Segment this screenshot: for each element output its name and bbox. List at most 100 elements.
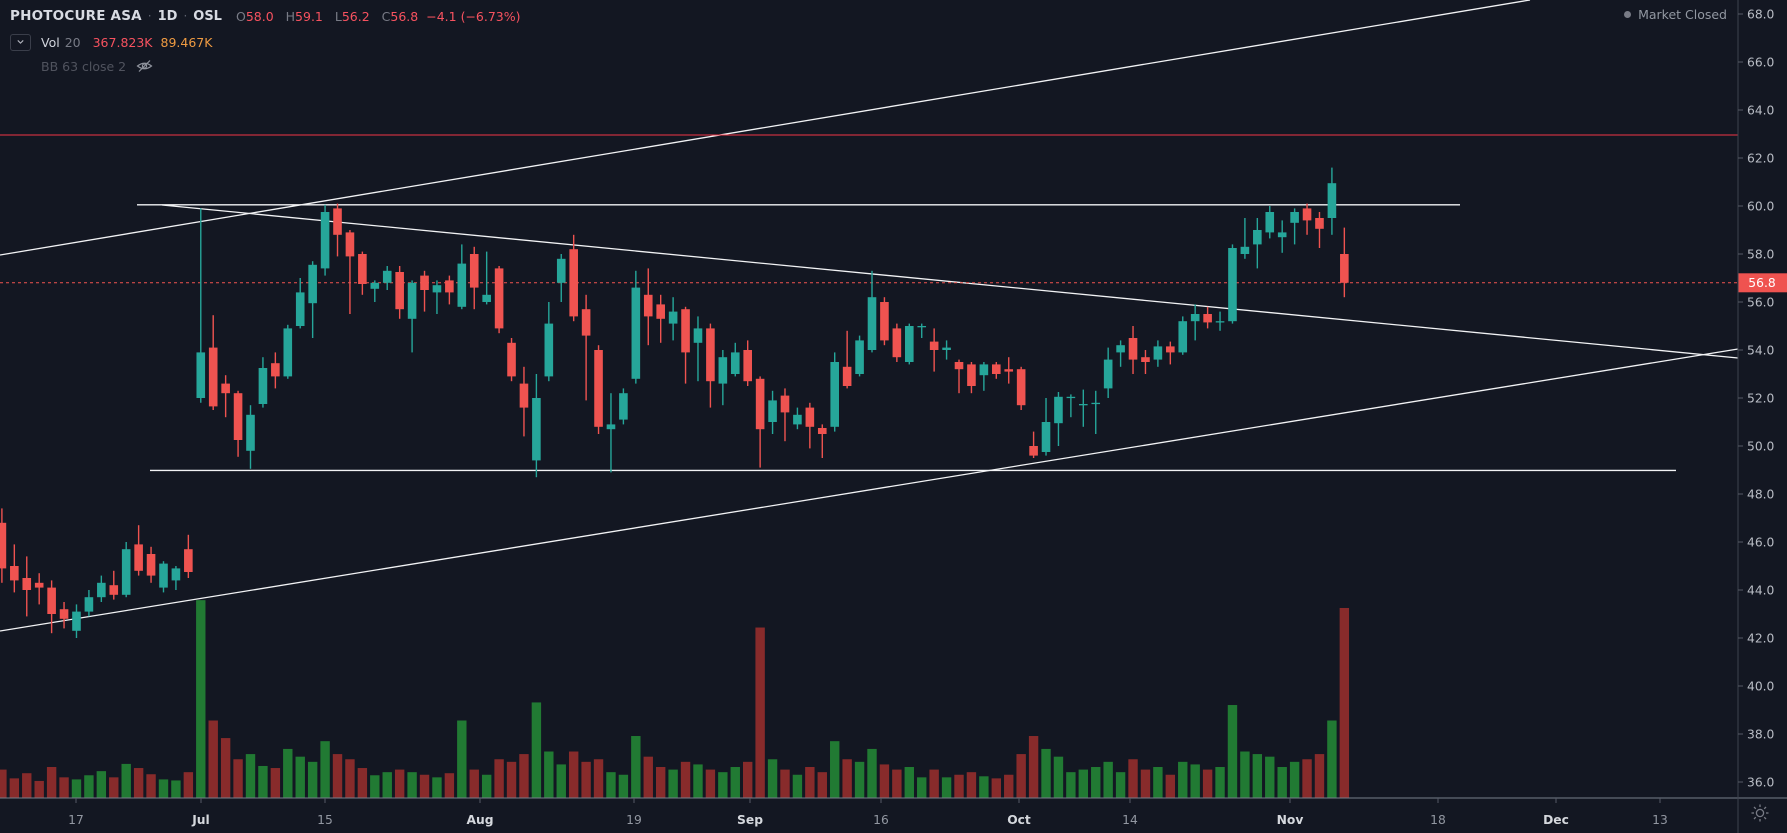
- symbol-name[interactable]: PHOTOCURE ASA: [10, 8, 142, 24]
- volume-bar: [332, 754, 343, 798]
- price-axis-label[interactable]: 62.0: [1747, 151, 1774, 165]
- low-key: L: [334, 8, 342, 24]
- time-axis-label[interactable]: 19: [626, 813, 642, 827]
- eye-hidden-icon[interactable]: [136, 59, 153, 73]
- volume-bar: [270, 768, 281, 798]
- volume-bar: [183, 772, 194, 798]
- volume-bar: [581, 761, 591, 798]
- time-axis-label[interactable]: 17: [68, 813, 84, 827]
- theme-sun-icon[interactable]: [1743, 801, 1777, 828]
- volume-indicator-row: Vol 20 367.823K 89.467K: [10, 30, 521, 54]
- price-axis-label[interactable]: 54.0: [1747, 343, 1774, 357]
- candle: [1240, 246, 1250, 254]
- volume-bar: [1066, 772, 1076, 798]
- time-axis-label[interactable]: Nov: [1277, 813, 1304, 827]
- volume-bar: [233, 759, 243, 798]
- candle: [1004, 369, 1014, 372]
- volume-bar: [941, 777, 952, 798]
- candle: [904, 326, 914, 362]
- time-axis-label[interactable]: 14: [1122, 813, 1138, 827]
- candle: [681, 309, 690, 353]
- volume-bar: [283, 748, 293, 798]
- price-axis-label[interactable]: 44.0: [1747, 583, 1774, 597]
- price-axis-label[interactable]: 60.0: [1747, 199, 1774, 213]
- volume-bar: [1202, 769, 1213, 798]
- candle: [246, 414, 255, 451]
- symbol-row[interactable]: PHOTOCURE ASA · 1D · OSL O58.0 H59.1 L56…: [10, 4, 521, 28]
- last-price-tag: [1738, 273, 1787, 293]
- price-axis-label[interactable]: 52.0: [1747, 391, 1774, 405]
- price-axis-label[interactable]: 56.0: [1747, 295, 1774, 309]
- volume-bar: [258, 765, 268, 798]
- price-axis-label[interactable]: 50.0: [1747, 439, 1774, 453]
- low-value: 56.2: [341, 8, 370, 24]
- volume-bar: [196, 600, 206, 798]
- time-axis-label[interactable]: 15: [317, 813, 333, 827]
- trendline-descending[interactable]: [161, 204, 1739, 359]
- candle: [1215, 321, 1225, 323]
- candle: [581, 309, 591, 336]
- timeframe[interactable]: 1D: [157, 8, 178, 24]
- chevron-down-icon[interactable]: [10, 33, 31, 51]
- volume-bar: [1153, 767, 1163, 798]
- candle: [569, 249, 578, 317]
- price-axis-label[interactable]: 68.0: [1747, 7, 1774, 21]
- time-axis-label[interactable]: 16: [873, 813, 889, 827]
- price-axis-label[interactable]: 40.0: [1747, 679, 1774, 693]
- volume-bar: [481, 774, 492, 798]
- bb-indicator-label[interactable]: BB 63 close 2: [41, 58, 127, 74]
- price-axis-label[interactable]: 66.0: [1747, 55, 1774, 69]
- candle: [1203, 314, 1212, 323]
- candle: [283, 328, 293, 377]
- time-axis-label[interactable]: Dec: [1543, 813, 1569, 827]
- time-axis-label[interactable]: Sep: [737, 813, 763, 827]
- candle: [457, 263, 467, 307]
- candle: [258, 368, 268, 404]
- time-axis-label[interactable]: Aug: [466, 813, 493, 827]
- candle: [1128, 338, 1138, 360]
- volume-bar: [917, 777, 927, 798]
- bb-indicator-row[interactable]: BB 63 close 2: [41, 54, 521, 78]
- open-value: 58.0: [245, 8, 274, 24]
- candle: [271, 363, 280, 377]
- volume-label[interactable]: Vol: [41, 34, 60, 50]
- candle: [532, 398, 541, 461]
- volume-bar: [220, 738, 231, 798]
- candle: [0, 522, 7, 569]
- candle: [706, 328, 715, 382]
- trendline-rising-upper[interactable]: [0, 0, 1531, 256]
- candle: [718, 357, 728, 384]
- price-axis-label[interactable]: 46.0: [1747, 535, 1774, 549]
- volume-bar: [1227, 705, 1238, 798]
- time-axis-label[interactable]: Jul: [191, 813, 210, 827]
- time-axis-label[interactable]: 18: [1430, 813, 1446, 827]
- candle: [34, 582, 44, 588]
- time-axis-label[interactable]: 13: [1652, 813, 1668, 827]
- volume-bar: [643, 756, 653, 798]
- candle: [867, 297, 877, 350]
- time-axis-label[interactable]: Oct: [1007, 813, 1031, 827]
- candle: [780, 395, 790, 413]
- price-axis-label[interactable]: 64.0: [1747, 103, 1774, 117]
- price-axis-label[interactable]: 36.0: [1747, 775, 1774, 789]
- candle: [1116, 345, 1125, 353]
- volume-bar: [842, 759, 852, 798]
- price-axis-label[interactable]: 58.0: [1747, 247, 1774, 261]
- price-axis-label[interactable]: 38.0: [1747, 727, 1774, 741]
- volume-bar: [780, 769, 790, 798]
- candle: [146, 554, 156, 576]
- volume-ma-value: 89.467K: [160, 34, 213, 50]
- price-axis-label[interactable]: 48.0: [1747, 487, 1774, 501]
- candle: [358, 254, 367, 284]
- ohlc-values: O58.0 H59.1 L56.2 C56.8: [236, 9, 418, 24]
- price-axis-label[interactable]: 42.0: [1747, 631, 1774, 645]
- volume-bar: [1053, 756, 1064, 798]
- candle: [929, 341, 939, 350]
- trendline-rising-lower[interactable]: [0, 348, 1739, 632]
- candle: [606, 424, 616, 430]
- candle: [830, 362, 840, 427]
- volume-bar: [208, 720, 218, 798]
- last-price-tag-value: 56.8: [1748, 276, 1775, 290]
- candle: [1178, 321, 1188, 353]
